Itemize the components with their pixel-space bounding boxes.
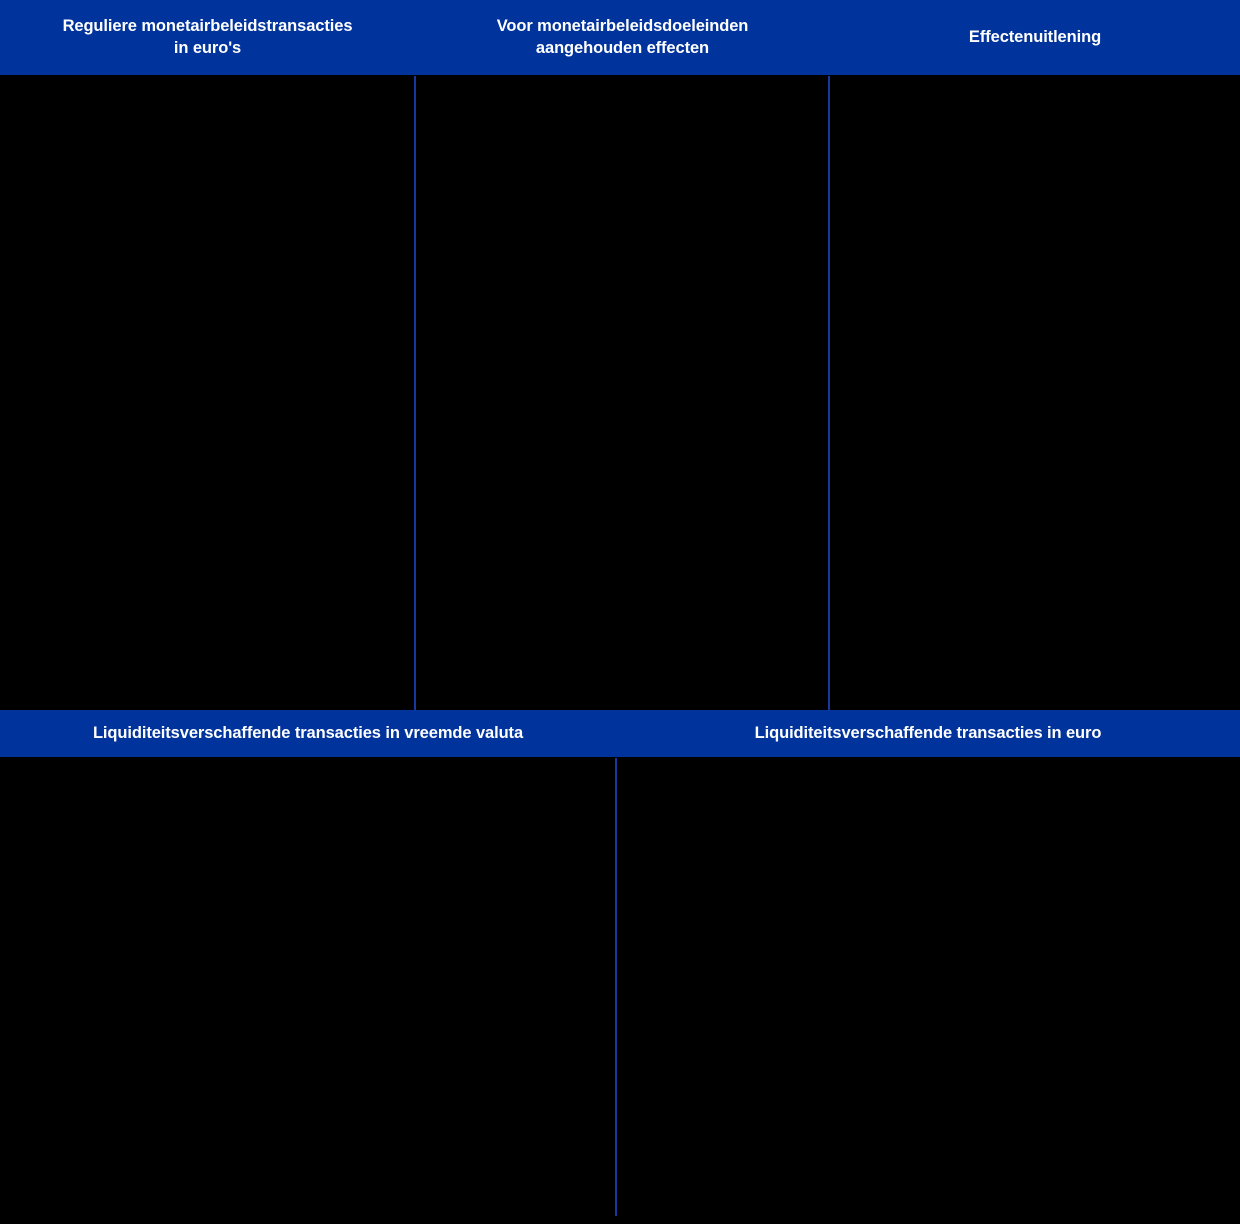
banner-cell-row2-col1: Liquiditeitsverschaffende transacties in… bbox=[0, 710, 616, 757]
plot-pane-row1-col3 bbox=[830, 75, 1240, 710]
panel-divider-row1-1 bbox=[414, 76, 416, 710]
panel-title-row2-col2: Liquiditeitsverschaffende transacties in… bbox=[754, 723, 1102, 742]
plot-pane-row1-col2 bbox=[417, 75, 828, 710]
middle-banner: Liquiditeitsverschaffende transacties in… bbox=[0, 710, 1240, 757]
panel-title-row1-col2: Voor monetairbeleidsdoeleinden aangehoud… bbox=[496, 16, 749, 57]
banner-cell-row2-col2: Liquiditeitsverschaffende transacties in… bbox=[616, 710, 1240, 757]
plot-pane-row2-col2 bbox=[617, 757, 1240, 1224]
plot-pane-row1-col1 bbox=[0, 75, 415, 710]
panel-title-row1-col3: Effectenuitlening bbox=[968, 27, 1102, 46]
panel-divider-row1-2 bbox=[828, 76, 830, 710]
banner-cell-row1-col2: Voor monetairbeleidsdoeleinden aangehoud… bbox=[415, 0, 830, 75]
banner-cell-row1-col1: Reguliere monetairbeleidstransacties in … bbox=[0, 0, 415, 75]
top-banner: Reguliere monetairbeleidstransacties in … bbox=[0, 0, 1240, 75]
plot-pane-row2-col1 bbox=[0, 757, 615, 1224]
panel-divider-row2-1 bbox=[615, 758, 617, 1216]
banner-cell-row1-col3: Effectenuitlening bbox=[830, 0, 1240, 75]
panel-title-row1-col1: Reguliere monetairbeleidstransacties in … bbox=[62, 16, 353, 57]
panel-title-row2-col1: Liquiditeitsverschaffende transacties in… bbox=[92, 723, 524, 742]
